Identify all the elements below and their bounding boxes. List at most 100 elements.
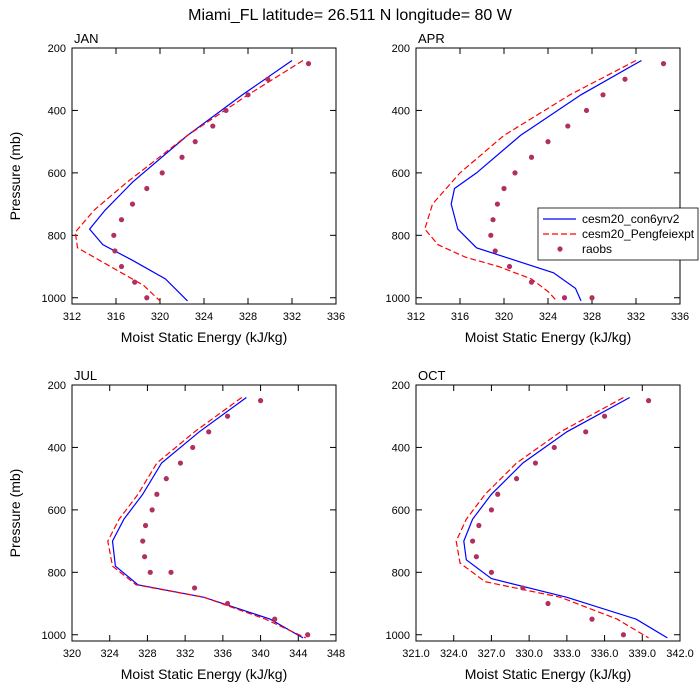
y-tick-label: 600 — [48, 505, 66, 517]
raobs-point — [545, 600, 551, 607]
raobs-point — [545, 139, 551, 145]
legend-marker-raobs — [557, 246, 563, 252]
legend-label: cesm20_Pengfeiexpt — [582, 227, 695, 241]
raobs-point — [305, 632, 311, 638]
y-axis-label: Pressure (mb) — [7, 469, 23, 558]
raobs-point — [528, 279, 535, 285]
x-tick-label: 332 — [176, 648, 194, 660]
raobs-point — [488, 569, 495, 575]
raobs-point — [532, 460, 539, 466]
raobs-point — [506, 263, 513, 270]
raobs-point — [118, 217, 125, 223]
x-tick-label: 320 — [151, 311, 169, 323]
raobs-point — [601, 413, 608, 419]
series-line-cesm20_Pengfeiexpt — [455, 396, 649, 639]
y-tick-label: 1000 — [42, 630, 66, 642]
raobs-point — [265, 76, 271, 82]
raobs-point — [501, 185, 507, 192]
x-tick-label: 336.0 — [591, 648, 619, 660]
x-tick-label: 328 — [583, 311, 601, 323]
series-line-cesm20_con6yrv2 — [88, 60, 293, 302]
x-axis-label: Moist Static Energy (kJ/kg) — [465, 666, 632, 682]
y-tick-label: 1000 — [386, 293, 410, 305]
x-tick-label: 336 — [214, 648, 232, 660]
raobs-point — [620, 632, 627, 638]
raobs-point — [589, 616, 595, 622]
y-axis-label: Pressure (mb) — [7, 132, 23, 221]
raobs-point — [494, 201, 500, 207]
raobs-point — [179, 154, 185, 160]
legend-label: cesm20_con6yrv2 — [582, 212, 680, 226]
raobs-point — [272, 616, 278, 622]
y-tick-label: 1000 — [42, 293, 66, 305]
raobs-point — [583, 107, 590, 114]
raobs-point — [191, 585, 198, 591]
raobs-point — [476, 522, 482, 529]
series-line-cesm20_con6yrv2 — [463, 396, 668, 639]
raobs-point — [492, 248, 498, 254]
y-tick-label: 800 — [48, 230, 66, 242]
raobs-point — [469, 538, 476, 544]
raobs-point — [488, 232, 494, 238]
raobs-point — [512, 170, 518, 176]
y-tick-label: 600 — [392, 168, 410, 180]
raobs-point — [520, 585, 526, 591]
panel-title: OCT — [418, 368, 446, 383]
raobs-point — [305, 61, 312, 67]
raobs-point — [149, 507, 155, 513]
plot-frame — [71, 384, 337, 642]
raobs-point — [622, 76, 628, 82]
raobs-point — [495, 491, 501, 497]
x-tick-label: 328 — [239, 311, 257, 323]
x-tick-label: 332 — [283, 311, 301, 323]
raobs-point — [118, 263, 125, 270]
raobs-point — [565, 123, 571, 129]
x-tick-label: 312 — [63, 311, 81, 323]
panel-title: JAN — [74, 31, 99, 46]
raobs-point — [159, 170, 165, 176]
raobs-point — [140, 538, 146, 544]
x-tick-label: 327.0 — [478, 648, 506, 660]
y-tick-label: 800 — [392, 567, 410, 579]
y-tick-label: 400 — [392, 105, 410, 117]
y-tick-label: 200 — [392, 380, 410, 392]
raobs-point — [147, 569, 153, 575]
raobs-point — [660, 61, 667, 67]
raobs-point — [177, 460, 184, 466]
raobs-point — [223, 107, 229, 114]
x-tick-label: 330.0 — [515, 648, 543, 660]
raobs-point — [129, 201, 136, 207]
y-tick-label: 400 — [48, 105, 66, 117]
raobs-point — [224, 600, 231, 607]
x-tick-label: 340 — [251, 648, 269, 660]
x-tick-label: 328 — [138, 648, 156, 660]
raobs-point — [528, 154, 535, 160]
y-tick-label: 200 — [48, 380, 66, 392]
y-tick-label: 600 — [392, 505, 410, 517]
panel-jul: JUL 320 324 328 332 336 340 344 348 200 400 600 800 1… — [7, 368, 345, 682]
series-line-cesm20_Pengfeiexpt — [107, 397, 307, 639]
x-axis-label: Moist Static Energy (kJ/kg) — [121, 329, 288, 345]
raobs-point — [168, 569, 174, 575]
x-tick-label: 320 — [495, 311, 513, 323]
x-tick-label: 312 — [407, 311, 425, 323]
y-tick-label: 800 — [48, 567, 66, 579]
y-tick-label: 600 — [48, 168, 66, 180]
raobs-point — [600, 92, 606, 98]
y-tick-label: 400 — [392, 442, 410, 454]
x-tick-label: 333.0 — [553, 648, 581, 660]
raobs-point — [561, 295, 568, 301]
x-tick-label: 316 — [107, 311, 125, 323]
raobs-point — [513, 476, 520, 482]
x-tick-label: 339.0 — [629, 648, 657, 660]
panel-apr: APR 312 316 320 324 328 332 336 200 400 600 800 1000… — [386, 31, 690, 345]
x-tick-label: 344 — [289, 648, 307, 660]
x-tick-label: 316 — [451, 311, 469, 323]
raobs-point — [112, 248, 118, 254]
raobs-point — [224, 413, 231, 419]
y-tick-label: 1000 — [386, 630, 410, 642]
y-tick-label: 200 — [392, 43, 410, 55]
